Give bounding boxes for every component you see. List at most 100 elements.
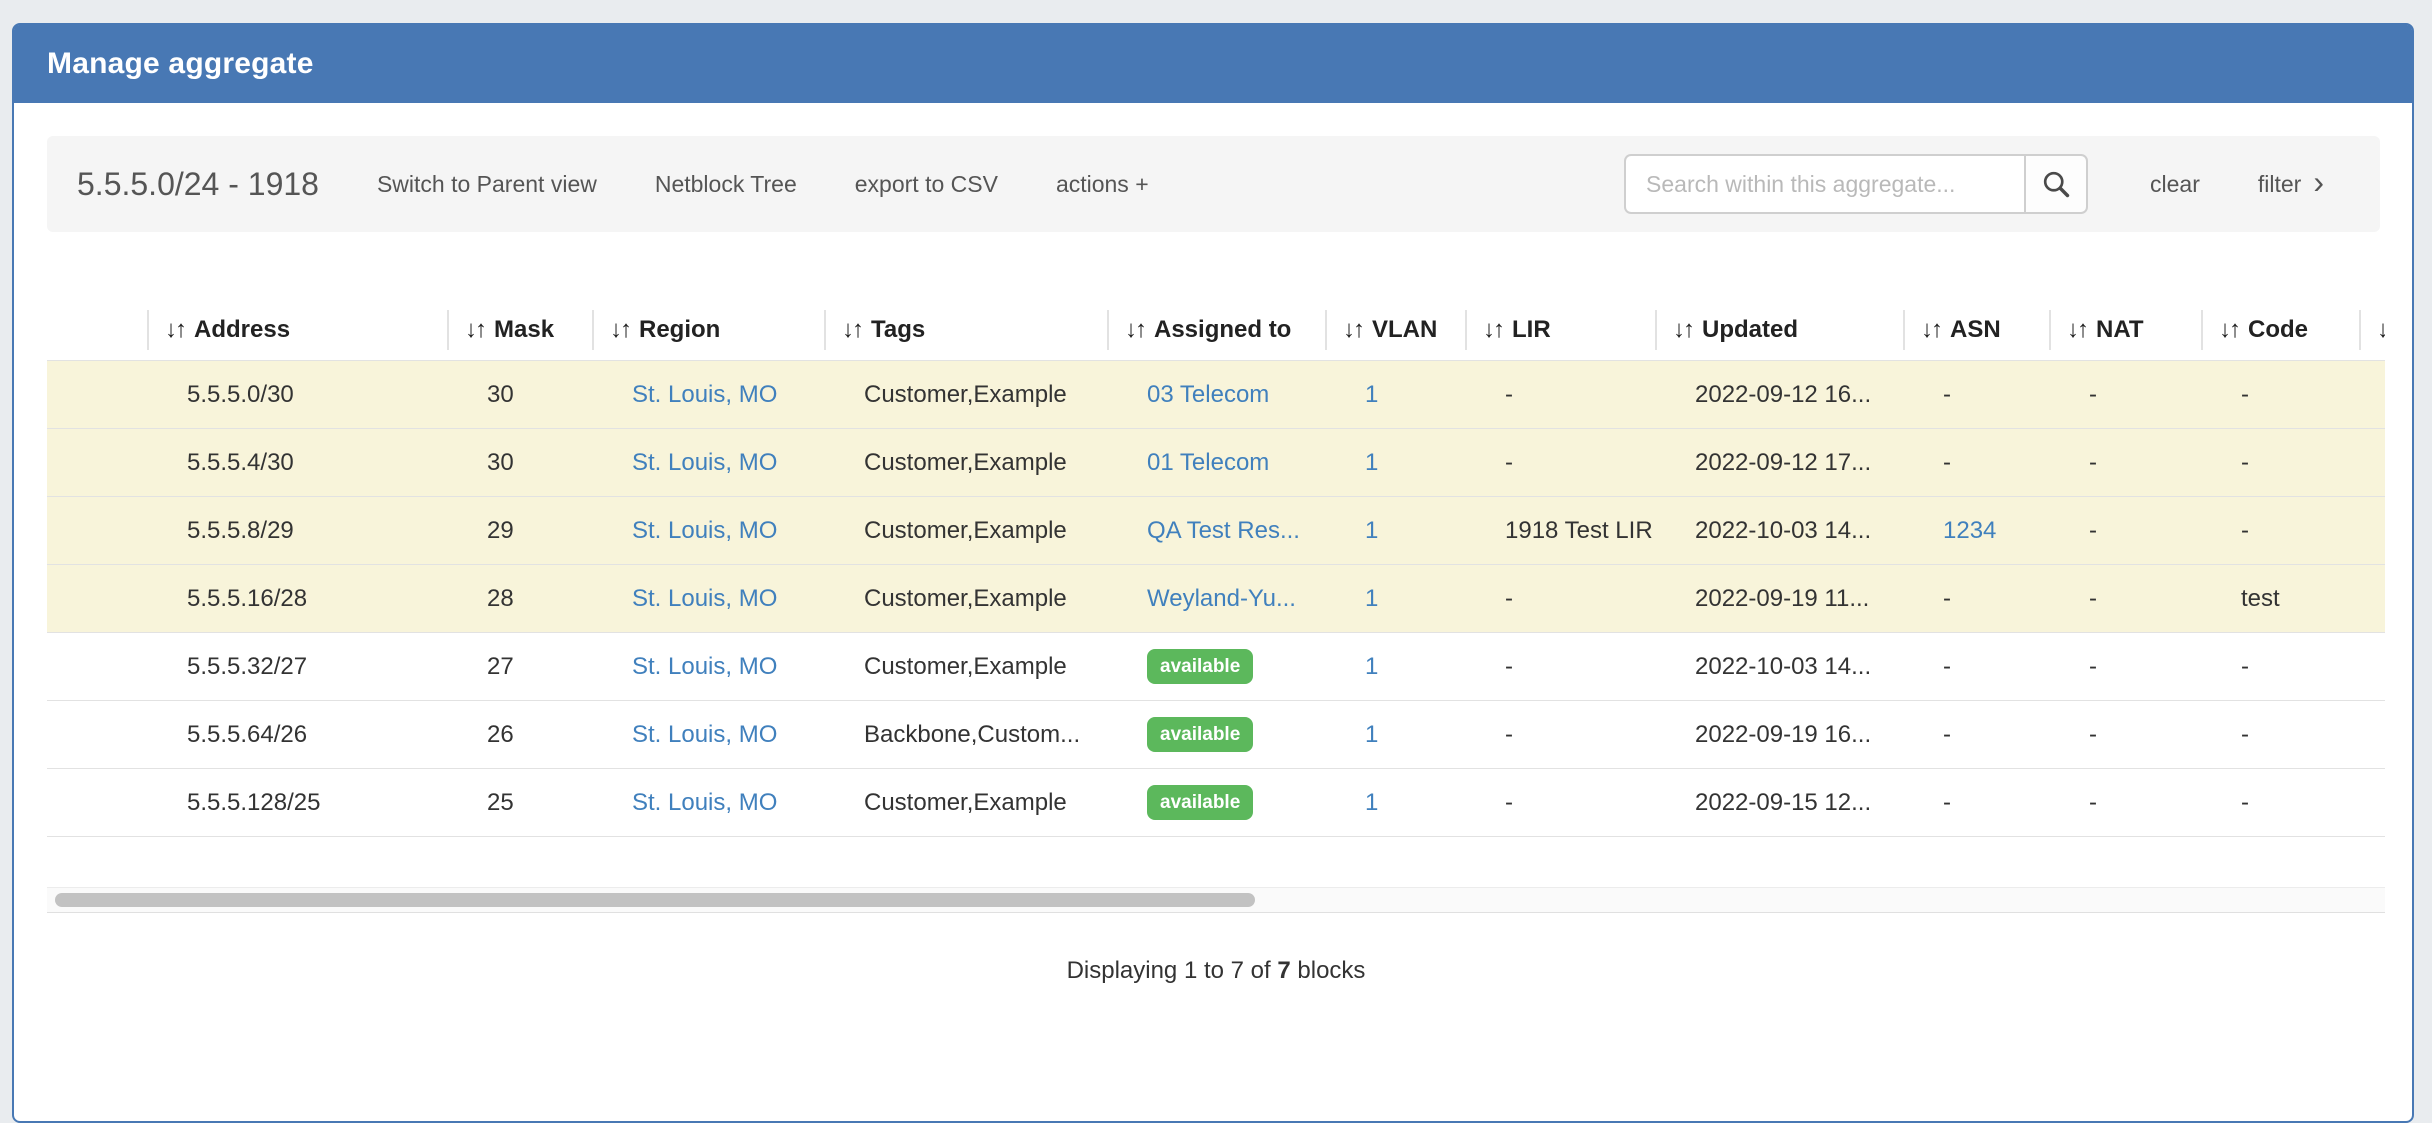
scrollbar-thumb[interactable]	[55, 893, 1255, 907]
cell-lir: -	[1465, 360, 1655, 429]
region-link[interactable]: St. Louis, MO	[632, 516, 778, 544]
cell-clipped	[2359, 428, 2385, 497]
cell-address: 5.5.5.4/30	[147, 428, 447, 497]
sort-icon: ↓↑	[2219, 316, 2241, 343]
column-header-tags[interactable]: ↓↑ Tags	[824, 300, 1107, 361]
switch-to-parent-view-link[interactable]: Switch to Parent view	[376, 170, 597, 197]
column-header-region[interactable]: ↓↑ Region	[592, 300, 824, 361]
toolbar: 5.5.5.0/24 - 1918 Switch to Parent view …	[47, 136, 2380, 232]
cell-code: -	[2241, 720, 2249, 748]
cell-lir: 1918 Test LIR	[1465, 496, 1655, 565]
vlan-link[interactable]: 1	[1365, 516, 1379, 544]
cell-lir: -	[1505, 788, 1513, 816]
column-header-address[interactable]: ↓↑ Address	[147, 300, 447, 361]
clear-button[interactable]: clear	[2150, 170, 2200, 197]
region-link[interactable]: St. Louis, MO	[632, 788, 778, 816]
gutter-cell	[47, 428, 147, 497]
region-link[interactable]: St. Louis, MO	[632, 652, 778, 680]
column-header-asn[interactable]: ↓↑ ASN	[1903, 300, 2049, 361]
vlan-link[interactable]: 1	[1365, 652, 1379, 680]
cell-mask: 28	[447, 564, 592, 633]
cell-nat: -	[2049, 428, 2201, 497]
cell-code: -	[2241, 652, 2249, 680]
cell-mask: 30	[447, 360, 592, 429]
vlan-link[interactable]: 1	[1365, 584, 1379, 612]
cell-clipped	[2359, 360, 2385, 429]
column-header-clipped[interactable]: ↓↑	[2359, 300, 2385, 361]
cell-nat: -	[2089, 788, 2097, 816]
column-header-vlan[interactable]: ↓↑ VLAN	[1325, 300, 1465, 361]
cell-nat: -	[2049, 496, 2201, 565]
manage-aggregate-panel: Manage aggregate 5.5.5.0/24 - 1918 Switc…	[12, 23, 2414, 1123]
cell-asn: -	[1903, 428, 2049, 497]
export-to-csv-link[interactable]: export to CSV	[854, 170, 998, 197]
cell-lir: -	[1505, 720, 1513, 748]
vlan-link[interactable]: 1	[1365, 788, 1379, 816]
assigned-to-link[interactable]: QA Test Res...	[1147, 516, 1300, 544]
table-row: 5.5.5.0/30 30 St. Louis, MO Customer,Exa…	[47, 360, 2385, 429]
column-header-lir[interactable]: ↓↑ LIR	[1465, 300, 1655, 361]
cell-mask: 29	[447, 496, 592, 565]
actions-menu-button[interactable]: actions +	[1055, 170, 1149, 197]
cell-asn: -	[1943, 720, 1951, 748]
cell-tags: Customer,Example	[824, 360, 1107, 429]
table-row: 5.5.5.16/28 28 St. Louis, MO Customer,Ex…	[47, 564, 2385, 633]
assigned-to-link[interactable]: 01 Telecom	[1147, 448, 1270, 476]
column-header-assigned-to[interactable]: ↓↑ Assigned to	[1107, 300, 1325, 361]
asn-link[interactable]: 1234	[1943, 516, 1997, 544]
vlan-link[interactable]: 1	[1365, 380, 1379, 408]
vlan-link[interactable]: 1	[1365, 448, 1379, 476]
cell-updated: 2022-09-15 12...	[1695, 788, 1872, 816]
cell-asn: -	[1943, 652, 1951, 680]
netblock-tree-link[interactable]: Netblock Tree	[654, 170, 797, 197]
search-input[interactable]	[1624, 154, 2025, 214]
table-header-row: ↓↑ Address ↓↑ Mask ↓↑ Region ↓↑ Tags ↓↑ Assig…	[47, 300, 2385, 361]
cell-clipped	[2359, 769, 2385, 837]
sort-icon: ↓↑	[842, 316, 864, 343]
horizontal-scrollbar[interactable]	[47, 887, 2385, 913]
region-link[interactable]: St. Louis, MO	[632, 448, 778, 476]
cell-updated: 2022-09-12 17...	[1655, 428, 1903, 497]
sort-icon: ↓↑	[610, 316, 632, 343]
column-header-code[interactable]: ↓↑ Code	[2201, 300, 2359, 361]
sort-icon: ↓↑	[465, 316, 487, 343]
available-badge: available	[1147, 649, 1254, 684]
cell-address: 5.5.5.64/26	[187, 720, 308, 748]
column-header-nat[interactable]: ↓↑ NAT	[2049, 300, 2201, 361]
table-row: 5.5.5.4/30 30 St. Louis, MO Customer,Exa…	[47, 428, 2385, 497]
cell-updated: 2022-10-03 14...	[1655, 496, 1903, 565]
cell-updated: 2022-09-19 16...	[1695, 720, 1872, 748]
column-header-updated[interactable]: ↓↑ Updated	[1655, 300, 1903, 361]
cell-code: -	[2201, 360, 2359, 429]
netblock-table-container: ↓↑ Address ↓↑ Mask ↓↑ Region ↓↑ Tags ↓↑ Assig…	[47, 300, 2385, 837]
filter-label: filter	[2257, 170, 2302, 197]
sort-icon: ↓↑	[2067, 316, 2089, 343]
table-row: 5.5.5.128/25 25 St. Louis, MO Customer,E…	[47, 768, 2385, 837]
region-link[interactable]: St. Louis, MO	[632, 584, 778, 612]
region-link[interactable]: St. Louis, MO	[632, 380, 778, 408]
gutter-column-header	[47, 300, 147, 361]
cell-updated: 2022-10-03 14...	[1695, 652, 1872, 680]
sort-icon: ↓↑	[165, 316, 187, 343]
assigned-to-link[interactable]: 03 Telecom	[1147, 380, 1270, 408]
panel-body: 5.5.5.0/24 - 1918 Switch to Parent view …	[14, 103, 2412, 985]
gutter-cell	[47, 360, 147, 429]
table-row: 5.5.5.64/26 26 St. Louis, MO Backbone,Cu…	[47, 700, 2385, 769]
cell-clipped	[2359, 701, 2385, 769]
cell-code: -	[2201, 428, 2359, 497]
search-button[interactable]	[2024, 154, 2089, 214]
vlan-link[interactable]: 1	[1365, 720, 1379, 748]
cell-tags: Customer,Example	[824, 428, 1107, 497]
pagination-text: Displaying 1 to 7 of	[1066, 957, 1271, 984]
available-badge: available	[1147, 785, 1254, 820]
pagination-suffix: blocks	[1297, 957, 1366, 984]
region-link[interactable]: St. Louis, MO	[632, 720, 778, 748]
cell-lir: -	[1465, 564, 1655, 633]
cell-nat: -	[2089, 720, 2097, 748]
column-header-mask[interactable]: ↓↑ Mask	[447, 300, 592, 361]
assigned-to-link[interactable]: Weyland-Yu...	[1147, 584, 1296, 612]
filter-button[interactable]: filter ›	[2257, 166, 2324, 198]
table-row: 5.5.5.32/27 27 St. Louis, MO Customer,Ex…	[47, 632, 2385, 701]
cell-asn: -	[1943, 788, 1951, 816]
cell-lir: -	[1465, 428, 1655, 497]
